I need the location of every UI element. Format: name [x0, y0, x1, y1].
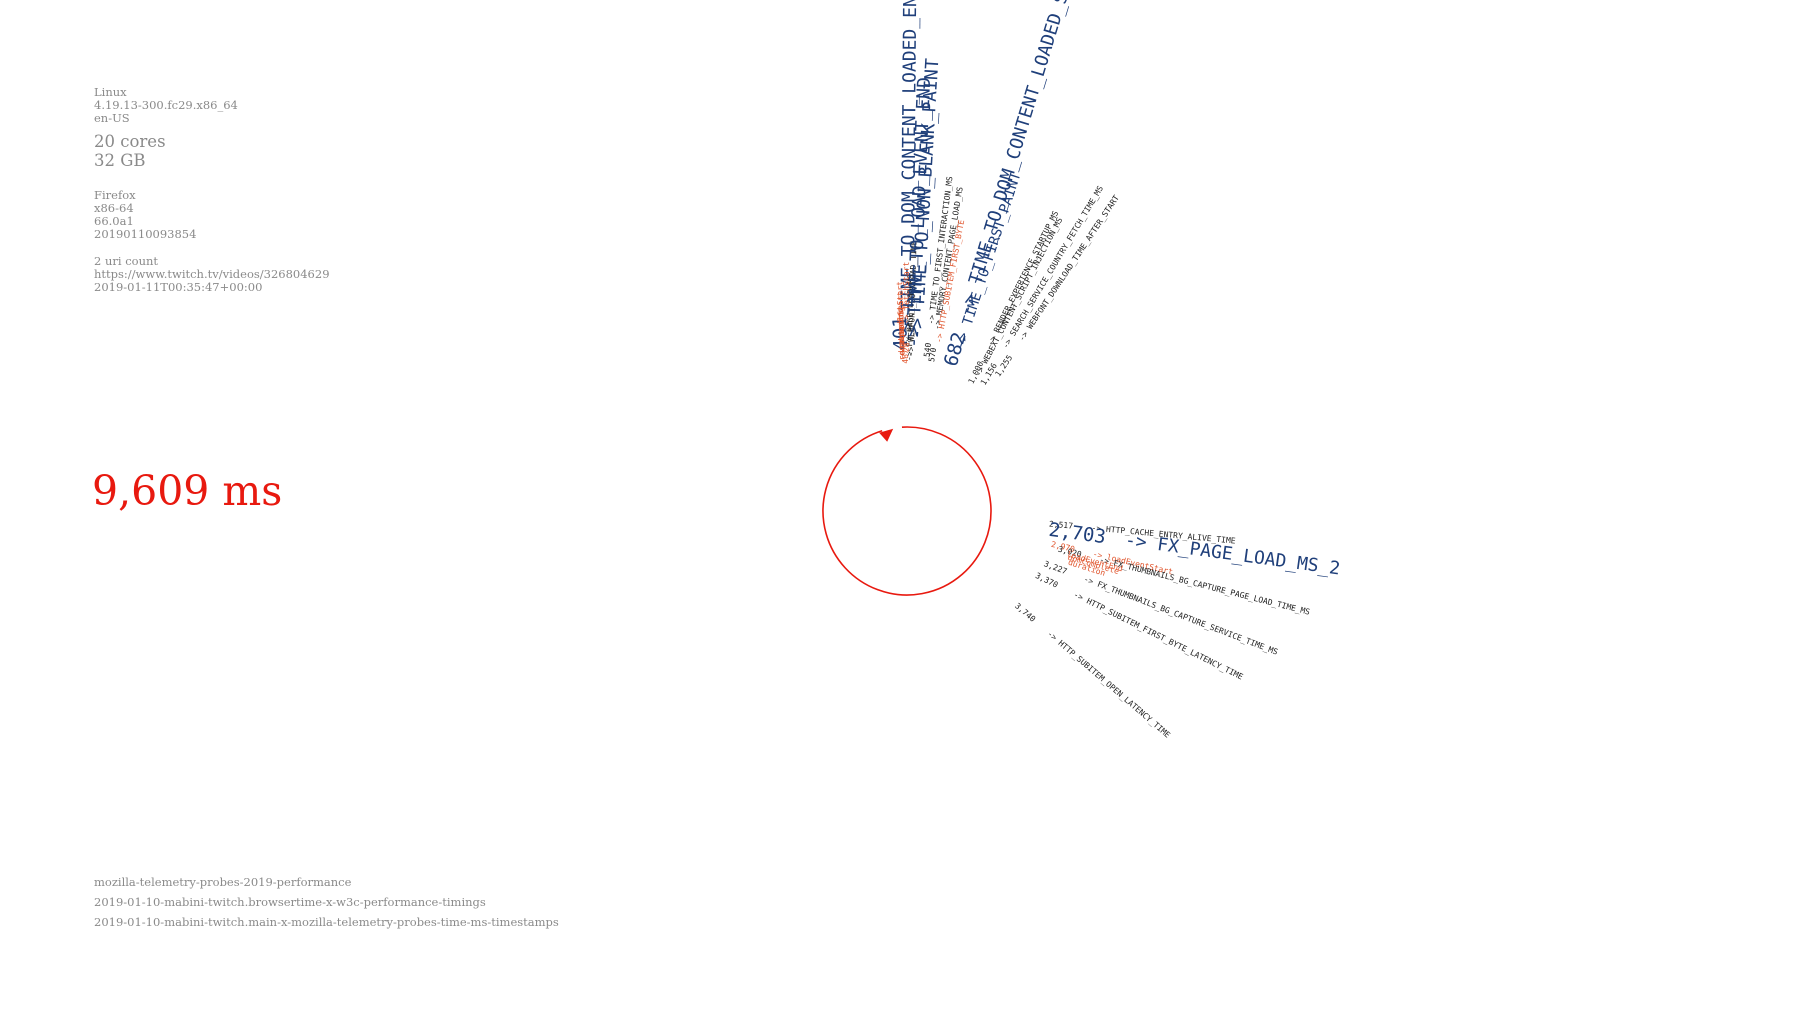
total-load-time: 9,609 ms: [92, 467, 283, 515]
source-line-2: 2019-01-10-mabini-twitch.browsertime-x-w…: [94, 895, 486, 909]
event-label: -> TIME_TO_DOM_CONTENT_LOADED_END: [897, 0, 921, 343]
source-line-3: 2019-01-10-mabini-twitch.main-x-mozilla-…: [94, 915, 559, 929]
test-timestamp: 2019-01-11T00:35:47+00:00: [94, 280, 263, 294]
event-mark: responseStart: [895, 281, 906, 344]
event-label: -> HTTP_SUBITEM_OPEN_LATENCY_TIME: [1046, 629, 1173, 740]
build-id: 20190110093854: [94, 227, 197, 241]
event-label: -> FX_PAGE_LOAD_MS: [905, 274, 915, 361]
event-value: 3,740: [1013, 601, 1037, 624]
event-value: 2,517: [1049, 520, 1074, 531]
event-mark: 28 -> fetchStart: [902, 261, 911, 352]
source-line-1: mozilla-telemetry-probes-2019-performanc…: [94, 875, 352, 889]
event-mark: -> TIME_TO_DOM_CONTENT_LOADED_END: [897, 0, 921, 343]
dial-ring: [822, 426, 992, 596]
hardware-info: 20 cores 32 GB: [94, 132, 166, 170]
browser-info: Firefox x86-64 66.0a1 20190110093854: [94, 189, 196, 241]
event-value: 3,227: [1042, 559, 1068, 576]
event-mark: 401: [889, 316, 912, 351]
event-mark: 487: [901, 349, 910, 364]
uri-count: 2 uri count: [94, 254, 159, 268]
timeline-dial: [822, 426, 992, 596]
event-label: domLoading: [896, 307, 907, 356]
timeline-events: 401-> TIME_TO_DOM_CONTENT_LOADED_END-> F…: [889, 0, 1341, 740]
browser-arch: x86-64: [94, 201, 134, 215]
event-mark: responseEnd: [896, 307, 907, 360]
event-mark: requestStart: [896, 291, 907, 349]
event-label: -> fetchStart: [902, 261, 911, 324]
data-sources: mozilla-telemetry-probes-2019-performanc…: [94, 872, 559, 932]
event-mark: -> FX_PAGE_LOAD_MS: [905, 274, 915, 361]
event-value: 570: [927, 347, 938, 363]
memory-size: 32 GB: [94, 151, 146, 170]
event-mark: 3,740 -> HTTP_SUBITEM_OPEN_LATENCY_TIME: [1013, 601, 1172, 739]
event-label: -> WEBFONT_DOWNLOAD_TIME: [907, 240, 919, 356]
kernel-version: 4.19.13-300.fc29.x86_64: [94, 98, 238, 112]
locale: en-US: [94, 111, 130, 125]
event-label: requestStart: [896, 291, 907, 349]
event-label: responseEnd: [896, 307, 907, 360]
browser-name: Firefox: [94, 188, 136, 202]
event-value: 540: [922, 342, 933, 358]
event-value: 3,370: [1034, 571, 1060, 590]
os-name: Linux: [94, 85, 127, 99]
event-mark: domLoading: [896, 307, 907, 356]
event-value: 401: [889, 316, 912, 351]
browser-version: 66.0a1: [94, 214, 134, 228]
cpu-cores: 20 cores: [94, 132, 166, 151]
test-url: https://www.twitch.tv/videos/326804629: [94, 267, 330, 281]
event-label: responseStart: [895, 281, 906, 344]
event-value: 487: [901, 349, 910, 364]
os-info: Linux 4.19.13-300.fc29.x86_64 en-US: [94, 86, 238, 125]
event-mark: -> WEBFONT_DOWNLOAD_TIME: [907, 240, 919, 356]
event-label: -> SEARCH_SERVICE_COUNTRY_FETCH_TIME_MS: [1001, 184, 1105, 350]
test-info: 2 uri count https://www.twitch.tv/videos…: [94, 255, 330, 294]
event-value: 28: [902, 342, 911, 352]
dial-arrow: [879, 428, 894, 442]
